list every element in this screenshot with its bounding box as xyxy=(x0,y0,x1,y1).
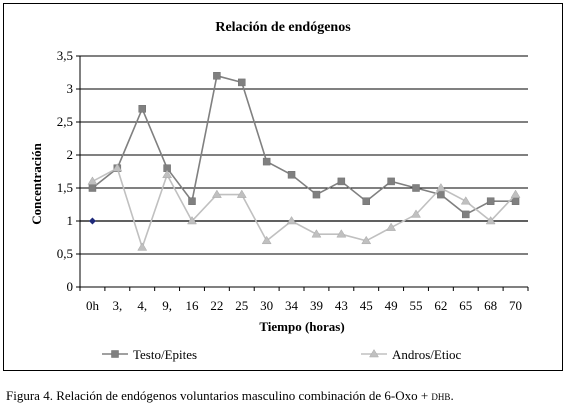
data-point-series-1 xyxy=(437,190,445,199)
data-point-series-1 xyxy=(486,197,495,205)
legend-label-2: Andros/Etioc xyxy=(392,347,462,362)
data-point-series-2 xyxy=(137,242,148,251)
x-tick-label: 70 xyxy=(509,298,522,313)
x-tick-label: 3, xyxy=(112,298,122,313)
reference-marker xyxy=(88,217,96,225)
data-point-series-1 xyxy=(138,105,146,113)
y-tick-label: 2 xyxy=(67,147,74,162)
data-point-series-2 xyxy=(112,163,123,172)
data-point-series-2 xyxy=(236,189,247,198)
data-point-series-1 xyxy=(511,197,520,205)
y-tick-label: 1 xyxy=(67,213,74,228)
x-tick-label: 65 xyxy=(459,298,472,313)
data-point-series-2 xyxy=(162,169,173,179)
data-point-series-1 xyxy=(262,157,271,166)
series-line-1 xyxy=(91,74,516,216)
data-point-series-1 xyxy=(88,184,97,192)
data-point-series-1 xyxy=(312,190,321,199)
data-point-series-2 xyxy=(510,189,521,198)
data-point-series-2 xyxy=(261,235,272,245)
data-point-series-2 xyxy=(361,235,372,245)
chart-title: Relación de endógenos xyxy=(215,20,351,35)
data-point-series-2 xyxy=(311,229,322,238)
data-point-series-2 xyxy=(485,216,496,225)
y-tick-label: 3,5 xyxy=(57,48,73,63)
y-tick-label: 0,5 xyxy=(57,246,73,261)
legend-label-1: Testo/Epites xyxy=(133,347,197,362)
caption-abbreviation: dhb xyxy=(431,388,451,403)
x-tick-label: 25 xyxy=(235,298,248,313)
data-point-series-2 xyxy=(411,209,421,218)
line-chart: Relación de endógenos 0 0,5 1 1,5 2 2,5 3 3,5 0h… xyxy=(29,20,529,362)
caption-end: . xyxy=(450,388,454,403)
x-tick-label: 43 xyxy=(335,298,348,313)
x-tick-label: 9, xyxy=(162,298,172,313)
x-tick-label: 4, xyxy=(137,298,147,313)
x-axis-title: Tiempo (horas) xyxy=(259,319,344,334)
y-tick-label: 0 xyxy=(67,279,74,294)
y-tick-label: 3 xyxy=(67,81,74,96)
y-axis-title: Concentración xyxy=(29,142,44,224)
data-point-series-2 xyxy=(286,216,297,225)
data-point-series-2 xyxy=(386,222,397,231)
data-point-series-1 xyxy=(238,78,246,87)
data-point-series-2 xyxy=(87,176,98,185)
data-point-series-2 xyxy=(435,183,446,192)
x-tick-label: 49 xyxy=(385,298,398,313)
x-tick-label: 68 xyxy=(484,298,497,313)
data-point-series-1 xyxy=(188,197,196,205)
figure-caption: Figura 4. Relación de endógenos voluntar… xyxy=(6,388,454,404)
data-point-series-2 xyxy=(336,229,347,238)
x-tick-label: 22 xyxy=(210,298,223,313)
data-point-series-1 xyxy=(337,177,346,186)
data-point-series-1 xyxy=(462,210,470,219)
x-tick-label: 16 xyxy=(186,298,200,313)
data-point-series-2 xyxy=(460,196,471,205)
x-tick-label: 45 xyxy=(360,298,373,313)
x-tick-label: 55 xyxy=(410,298,423,313)
data-point-series-1 xyxy=(213,72,221,80)
chart-frame: Relación de endógenos 0 0,5 1 1,5 2 2,5 3 3,5 0h… xyxy=(3,3,563,371)
series-line-2 xyxy=(92,167,517,250)
legend-marker-1 xyxy=(111,350,119,358)
y-tick-label: 2,5 xyxy=(57,114,73,129)
x-tick-label: 39 xyxy=(310,298,323,313)
data-point-series-2 xyxy=(187,216,197,225)
caption-text: Figura 4. Relación de endógenos voluntar… xyxy=(6,388,432,403)
data-point-series-1 xyxy=(287,171,296,179)
x-tick-label: 34 xyxy=(285,298,299,313)
data-point-series-1 xyxy=(362,197,370,205)
x-tick-label: 62 xyxy=(434,298,447,313)
data-point-series-1 xyxy=(387,177,395,186)
x-tick-label: 30 xyxy=(260,298,273,313)
data-point-series-2 xyxy=(211,189,222,198)
data-point-series-1 xyxy=(412,184,420,192)
legend-marker-2 xyxy=(369,349,379,358)
y-tick-label: 1,5 xyxy=(57,180,73,195)
x-tick-label: 0h xyxy=(86,298,100,313)
